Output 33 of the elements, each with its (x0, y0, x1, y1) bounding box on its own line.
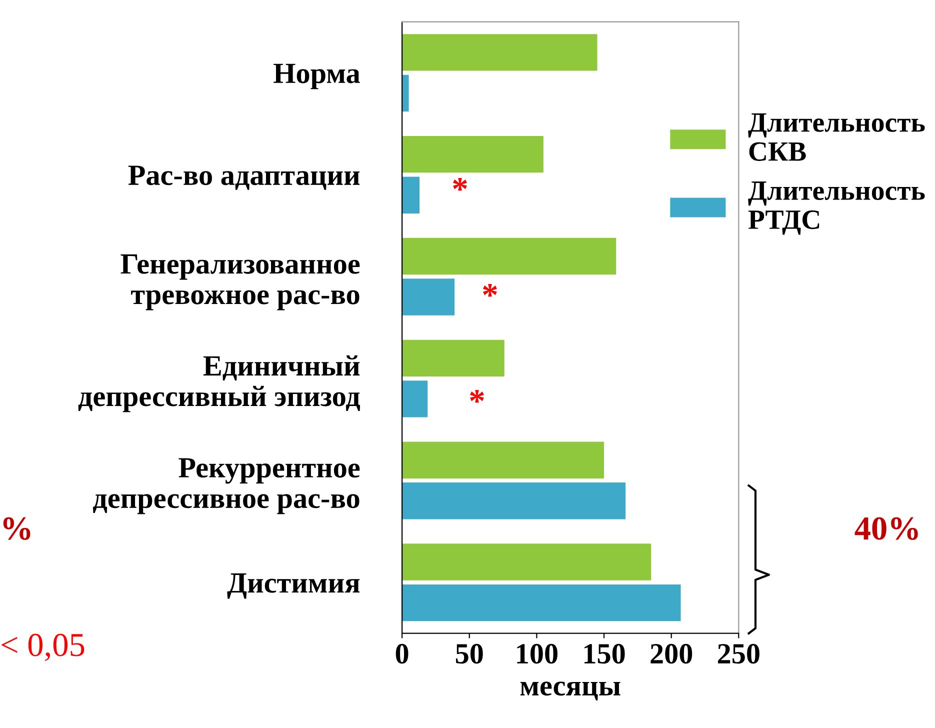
text: < 0,05 (2, 634, 84, 662)
y-tick-label: Дистимия (227, 573, 360, 599)
bar (402, 584, 681, 622)
y-tick-label: Рекуррентное депрессивное рас-во (93, 458, 360, 514)
bar (402, 482, 626, 520)
annotation: * (483, 284, 497, 297)
bar (402, 278, 455, 316)
x-tick-label: 150 (584, 644, 625, 664)
bar (402, 380, 428, 418)
x-tick-label: 200 (650, 644, 692, 664)
y-tick-label: Единичный депрессивный эпизод (78, 355, 360, 412)
x-tick-label: 100 (517, 644, 558, 664)
bar (402, 34, 598, 71)
text: % (3, 517, 30, 540)
y-tick-label: Норма (274, 64, 360, 90)
x-axis-title: месяцы (520, 682, 620, 700)
x-tick-label: 50 (456, 644, 483, 664)
annotation: * (470, 390, 484, 403)
annotation: * (453, 178, 467, 191)
bar (402, 544, 652, 580)
y-tick-label: Генерализованное тревожное рас-во (120, 254, 360, 310)
bar (402, 442, 604, 478)
x-tick-label: 0 (396, 644, 408, 664)
bar (402, 74, 409, 112)
legend-label: Длительность РТДС (748, 182, 925, 235)
bar (402, 340, 504, 377)
legend-label: Длительность СКВ (748, 113, 925, 161)
bar (402, 176, 420, 214)
text: 40% (854, 517, 918, 540)
x-tick-label: 250 (718, 644, 760, 664)
y-tick-label: Рас-во адаптации (128, 166, 360, 190)
bar (402, 136, 544, 173)
bar (402, 238, 616, 275)
